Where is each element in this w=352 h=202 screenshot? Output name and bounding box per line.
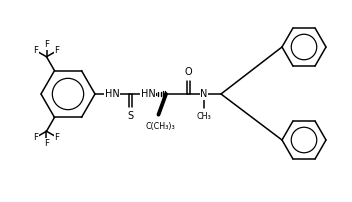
Text: O: O xyxy=(184,67,192,77)
Text: F: F xyxy=(44,139,49,148)
Text: HN: HN xyxy=(141,89,155,99)
Text: F: F xyxy=(44,40,49,49)
Text: C(CH₃)₃: C(CH₃)₃ xyxy=(146,122,175,131)
Text: F: F xyxy=(55,133,59,142)
Text: HN: HN xyxy=(105,89,119,99)
Text: F: F xyxy=(55,46,59,55)
Text: F: F xyxy=(33,46,39,55)
Text: S: S xyxy=(127,111,133,121)
Text: CH₃: CH₃ xyxy=(197,112,211,121)
Text: F: F xyxy=(33,133,39,142)
Text: N: N xyxy=(200,89,208,99)
